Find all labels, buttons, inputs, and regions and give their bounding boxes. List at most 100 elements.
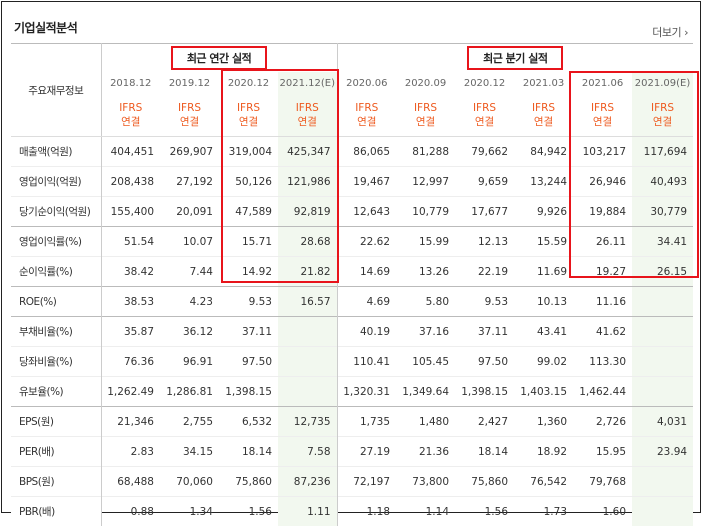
table-cell: 404,451 [101,137,160,167]
table-cell: 36.12 [160,317,219,347]
ifrs-line1: IFRS [278,101,337,115]
row-label: 유보율(%) [11,377,101,407]
table-cell: 75,860 [455,467,514,497]
table-cell: 269,907 [160,137,219,167]
table-cell: 9.53 [219,287,278,317]
table-cell: 37.16 [396,317,455,347]
table-cell: 21.82 [278,257,337,287]
period-header: 2021.06 [573,72,632,94]
table-cell: 1,360 [514,407,573,437]
table-cell [278,377,337,407]
table-cell: 38.53 [101,287,160,317]
table-cell: 6,532 [219,407,278,437]
table-cell: 11.16 [573,287,632,317]
table-cell [632,287,693,317]
table-cell: 2,427 [455,407,514,437]
table-cell: 19,467 [337,167,396,197]
table-cell [632,467,693,497]
period-header: 2020.12 [219,72,278,94]
table-cell [632,347,693,377]
table-cell: 12,735 [278,407,337,437]
ifrs-line1: IFRS [219,101,278,115]
table-cell: 30,779 [632,197,693,227]
row-label: 당좌비율(%) [11,347,101,377]
table-cell: 1,320.31 [337,377,396,407]
table-cell: 1,403.15 [514,377,573,407]
table-cell: 1.11 [278,497,337,526]
table-cell [278,347,337,377]
table-cell: 15.59 [514,227,573,257]
ifrs-line1: IFRS [338,101,397,115]
period-header: 2020.12 [455,72,514,94]
table-cell: 1.56 [455,497,514,526]
group-annual-label: 최근 연간 실적 [171,46,267,70]
table-cell: 18.92 [514,437,573,467]
ifrs-line1: IFRS [632,101,693,115]
row-header: 주요재무정보 [11,44,101,137]
table-cell: 87,236 [278,467,337,497]
row-label: 부채비율(%) [11,317,101,347]
table-cell: 10.13 [514,287,573,317]
table-cell: 27,192 [160,167,219,197]
table-cell: 97.50 [219,347,278,377]
table-cell: 1.60 [573,497,632,526]
table-cell: 1,262.49 [101,377,160,407]
table-cell: 18.14 [219,437,278,467]
ifrs-line2: 연결 [338,115,397,129]
section-title: 기업실적분석 [14,19,77,36]
table-cell: 21.36 [396,437,455,467]
table-cell: 18.14 [455,437,514,467]
period-header: 2018.12 [101,72,160,94]
table-cell: 84,942 [514,137,573,167]
more-link[interactable]: 더보기 › [652,24,688,40]
table-cell: 121,986 [278,167,337,197]
table-cell: 23.94 [632,437,693,467]
row-label: EPS(원) [11,407,101,437]
table-cell: 1,462.44 [573,377,632,407]
group-quarter-label: 최근 분기 실적 [467,46,563,70]
period-header: 2021.03 [514,72,573,94]
table-cell: 2,726 [573,407,632,437]
table-cell: 96.91 [160,347,219,377]
table-cell: 14.69 [337,257,396,287]
ifrs-line2: 연결 [102,115,161,129]
table-cell: 75,860 [219,467,278,497]
table-cell: 4.69 [337,287,396,317]
row-label: 매출액(억원) [11,137,101,167]
table-cell: 92,819 [278,197,337,227]
table-cell: 9,926 [514,197,573,227]
table-cell: 86,065 [337,137,396,167]
table-cell: 35.87 [101,317,160,347]
table-cell [278,317,337,347]
ifrs-line2: 연결 [278,115,337,129]
table-cell: 1,735 [337,407,396,437]
table-cell: 0.88 [101,497,160,526]
table-cell: 10.07 [160,227,219,257]
table-cell: 79,768 [573,467,632,497]
ifrs-line1: IFRS [102,101,161,115]
group-annual: 최근 연간 실적 [101,44,337,73]
ifrs-line1: IFRS [514,101,573,115]
table-cell: 1,398.15 [219,377,278,407]
ifrs-line2: 연결 [573,115,632,129]
table-cell: 4,031 [632,407,693,437]
table-cell: 2,755 [160,407,219,437]
period-header: 2021.12(E) [278,72,337,94]
table-cell: 21,346 [101,407,160,437]
table-cell [632,377,693,407]
table-cell: 15.99 [396,227,455,257]
table-cell: 27.19 [337,437,396,467]
table-cell: 319,004 [219,137,278,167]
table-cell: 1,286.81 [160,377,219,407]
row-label: PBR(배) [11,497,101,526]
